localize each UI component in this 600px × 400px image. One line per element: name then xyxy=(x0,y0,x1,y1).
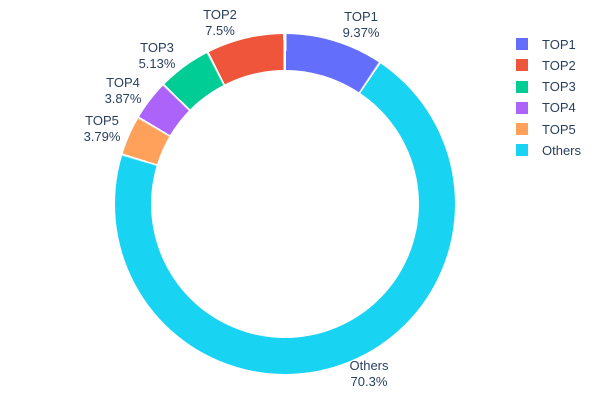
slice-label-top5: TOP5 3.79% xyxy=(84,113,121,145)
legend-swatch-others xyxy=(516,144,528,157)
legend-item-top4[interactable]: TOP4 xyxy=(516,100,581,116)
slice-label-name: TOP2 xyxy=(203,7,237,22)
donut-hole xyxy=(151,70,419,338)
legend-item-others[interactable]: Others xyxy=(516,142,582,158)
legend-swatch-top1 xyxy=(516,38,528,50)
slice-label-top4: TOP4 3.87% xyxy=(105,75,142,107)
legend-item-top1[interactable]: TOP1 xyxy=(516,36,581,52)
legend-label: TOP5 xyxy=(542,121,576,137)
legend-label: TOP3 xyxy=(542,79,576,95)
slice-label-top3: TOP3 5.13% xyxy=(139,40,176,72)
legend-swatch-top5 xyxy=(516,123,528,136)
slice-label-name: TOP3 xyxy=(140,40,174,55)
slice-label-others: Others 70.3% xyxy=(349,358,388,390)
slice-label-name: Others xyxy=(349,358,389,373)
slice-label-name: TOP5 xyxy=(85,113,119,128)
legend-label: Others xyxy=(542,142,582,158)
legend-label: TOP2 xyxy=(542,57,576,73)
legend-swatch-top4 xyxy=(516,101,528,114)
slice-label-pct: 5.13% xyxy=(138,56,176,71)
slice-label-name: TOP1 xyxy=(344,9,378,24)
slice-label-pct: 9.37% xyxy=(342,25,380,40)
legend-item-top2[interactable]: TOP2 xyxy=(516,57,581,73)
slice-label-pct: 70.3% xyxy=(350,374,388,389)
legend-swatch-top3 xyxy=(516,80,528,93)
donut-chart[interactable] xyxy=(115,34,455,374)
slice-label-pct: 3.79% xyxy=(83,129,121,144)
legend-item-top5[interactable]: TOP5 xyxy=(516,121,581,137)
slice-label-top1: TOP1 9.37% xyxy=(343,9,380,41)
slice-label-top2: TOP2 7.5% xyxy=(203,7,237,39)
legend: TOP1 TOP2 TOP3 TOP4 TOP5 Others xyxy=(516,38,581,166)
legend-label: TOP1 xyxy=(542,36,576,52)
slice-label-pct: 7.5% xyxy=(205,23,235,38)
legend-item-top3[interactable]: TOP3 xyxy=(516,79,581,95)
slice-label-name: TOP4 xyxy=(106,75,140,90)
slice-label-pct: 3.87% xyxy=(104,91,142,106)
legend-swatch-top2 xyxy=(516,59,528,72)
legend-label: TOP4 xyxy=(542,100,576,116)
